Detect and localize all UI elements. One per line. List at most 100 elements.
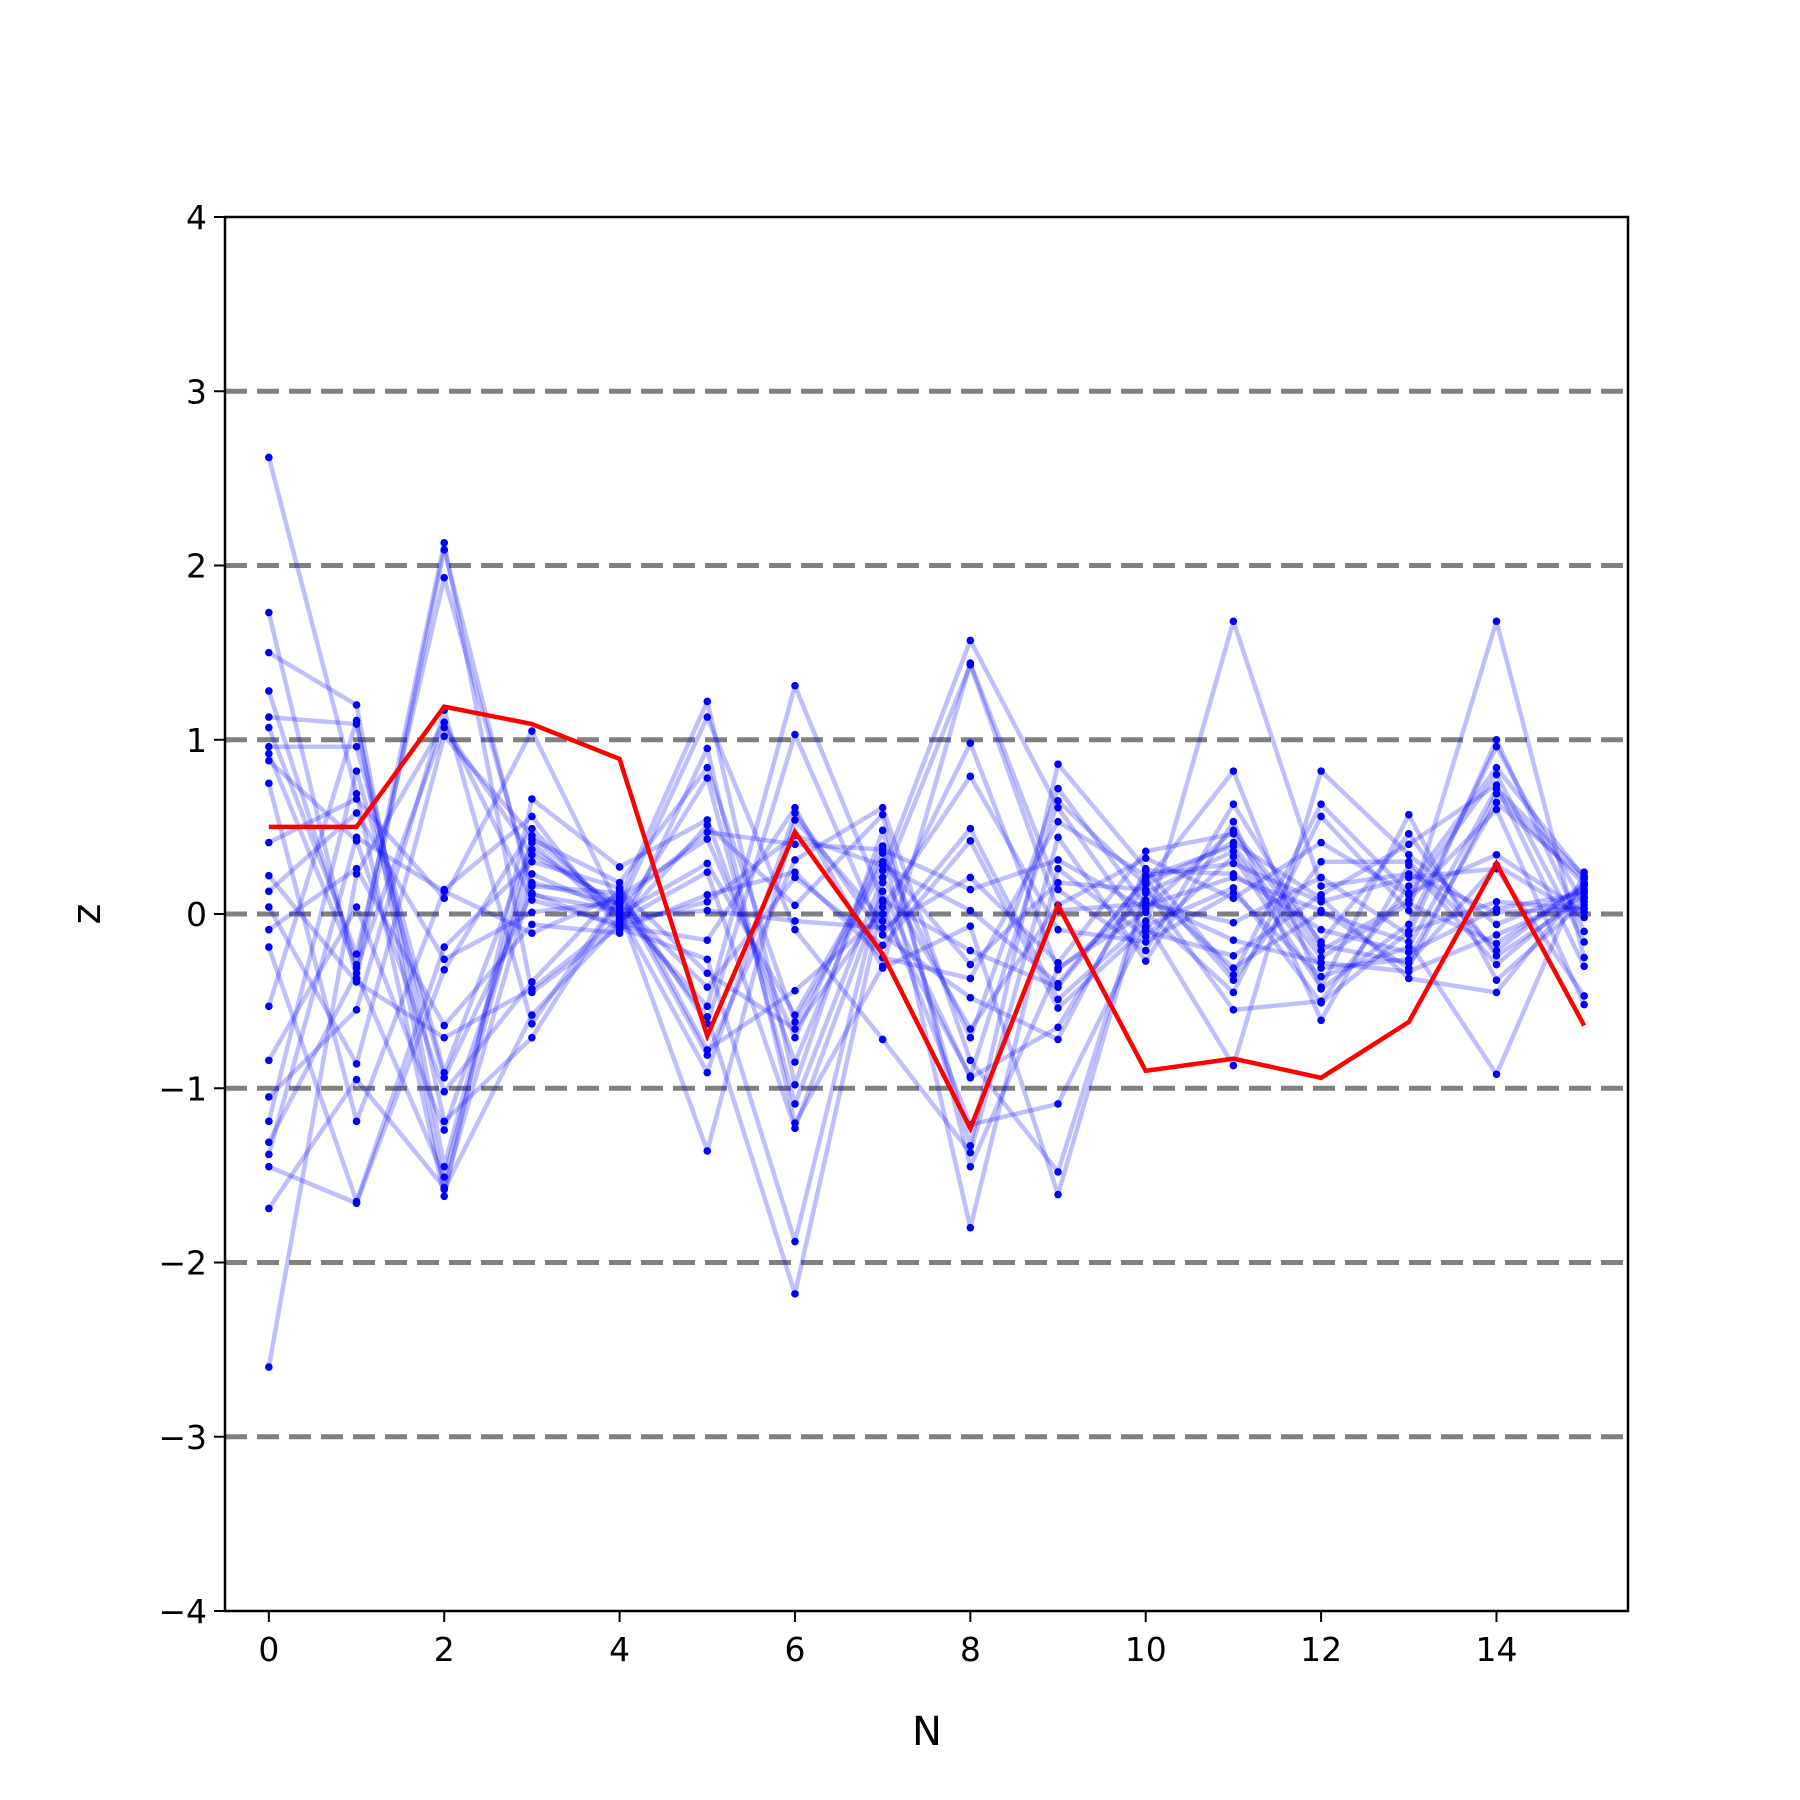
data-point bbox=[265, 648, 273, 657]
data-point bbox=[966, 1056, 975, 1065]
data-point bbox=[265, 943, 273, 951]
data-point bbox=[1404, 943, 1413, 951]
series-line bbox=[266, 662, 1587, 1244]
data-point bbox=[791, 1058, 799, 1066]
data-point bbox=[966, 1141, 975, 1150]
data-point bbox=[265, 1056, 273, 1065]
reference-lines bbox=[225, 388, 1628, 1440]
data-point bbox=[966, 772, 975, 781]
data-point bbox=[615, 891, 624, 899]
data-point bbox=[1229, 847, 1238, 856]
data-point bbox=[615, 878, 624, 887]
data-point bbox=[791, 1018, 799, 1026]
data-point bbox=[1054, 864, 1062, 873]
data-point bbox=[1229, 971, 1238, 979]
data-point bbox=[966, 824, 975, 833]
data-point bbox=[440, 539, 449, 547]
data-point bbox=[440, 943, 449, 951]
y-tick-label: 3 bbox=[186, 372, 207, 411]
data-point bbox=[440, 887, 449, 896]
y-tick-label: −1 bbox=[158, 1069, 207, 1108]
data-point bbox=[966, 837, 975, 845]
data-point bbox=[528, 812, 536, 821]
data-point bbox=[352, 833, 361, 842]
data-point bbox=[528, 838, 536, 847]
data-point bbox=[1404, 974, 1413, 983]
data-point bbox=[1054, 878, 1062, 887]
data-point bbox=[878, 1035, 887, 1044]
data-point bbox=[1404, 891, 1413, 899]
data-point bbox=[703, 697, 712, 706]
y-tick-label: −2 bbox=[158, 1244, 207, 1283]
data-point bbox=[966, 960, 975, 969]
data-point bbox=[1404, 958, 1413, 967]
data-point bbox=[703, 955, 712, 964]
data-point bbox=[352, 1117, 361, 1126]
data-point bbox=[1580, 962, 1588, 971]
data-point bbox=[440, 1192, 449, 1201]
data-point bbox=[1054, 958, 1062, 967]
data-point bbox=[1580, 904, 1588, 913]
data-point bbox=[1404, 927, 1413, 936]
data-point bbox=[878, 887, 887, 896]
data-point bbox=[1054, 1100, 1062, 1108]
data-point bbox=[1141, 899, 1150, 908]
data-point bbox=[1229, 889, 1238, 897]
data-point bbox=[1229, 767, 1238, 775]
data-point bbox=[1054, 1023, 1062, 1032]
x-tick-label: 6 bbox=[784, 1630, 805, 1669]
data-point bbox=[1492, 960, 1501, 969]
data-point bbox=[528, 795, 536, 803]
data-point bbox=[528, 929, 536, 937]
data-point bbox=[440, 1126, 449, 1134]
data-point bbox=[703, 859, 712, 868]
series-line bbox=[266, 734, 1586, 1067]
data-point bbox=[1492, 789, 1501, 798]
data-point bbox=[265, 687, 273, 695]
y-tick-label: 2 bbox=[186, 547, 207, 586]
data-point bbox=[265, 608, 273, 617]
data-point bbox=[440, 1162, 449, 1171]
data-point bbox=[1404, 882, 1413, 890]
data-point bbox=[1229, 838, 1238, 847]
data-point bbox=[352, 1006, 361, 1014]
series-line bbox=[266, 782, 1587, 1124]
data-point bbox=[1580, 887, 1588, 896]
series-line bbox=[268, 744, 1587, 1131]
data-point bbox=[1317, 1016, 1325, 1025]
data-point bbox=[703, 1013, 712, 1021]
data-point bbox=[440, 965, 449, 974]
data-point bbox=[528, 845, 536, 854]
data-point bbox=[791, 730, 799, 739]
data-point bbox=[1229, 870, 1238, 878]
data-point bbox=[1317, 964, 1325, 972]
series-line bbox=[266, 540, 1586, 1197]
data-point bbox=[615, 908, 624, 917]
data-point bbox=[1054, 817, 1062, 826]
data-point bbox=[1054, 803, 1062, 812]
data-point bbox=[1054, 1004, 1062, 1012]
data-point bbox=[966, 946, 975, 955]
series-line bbox=[268, 699, 1586, 1149]
data-point bbox=[440, 955, 449, 964]
data-point bbox=[1492, 617, 1501, 626]
y-axis: −4 −3 −2 −1 0 1 2 3 4 bbox=[158, 198, 225, 1631]
data-point bbox=[966, 974, 975, 983]
data-point bbox=[528, 889, 536, 897]
plot-area bbox=[223, 215, 1630, 1613]
data-point bbox=[265, 1117, 273, 1126]
data-point bbox=[265, 1363, 273, 1371]
data-point bbox=[440, 718, 449, 727]
series-line bbox=[266, 798, 1586, 1204]
data-point bbox=[1229, 1006, 1238, 1014]
x-axis-label: N bbox=[912, 1709, 942, 1755]
x-tick-label: 10 bbox=[1125, 1630, 1167, 1669]
data-point bbox=[1054, 784, 1062, 793]
data-point bbox=[1492, 931, 1501, 939]
data-point bbox=[352, 767, 361, 775]
data-point bbox=[966, 993, 975, 1002]
data-point bbox=[703, 828, 712, 836]
data-point bbox=[352, 1060, 361, 1068]
data-point bbox=[1054, 995, 1062, 1004]
data-point bbox=[1317, 908, 1325, 917]
